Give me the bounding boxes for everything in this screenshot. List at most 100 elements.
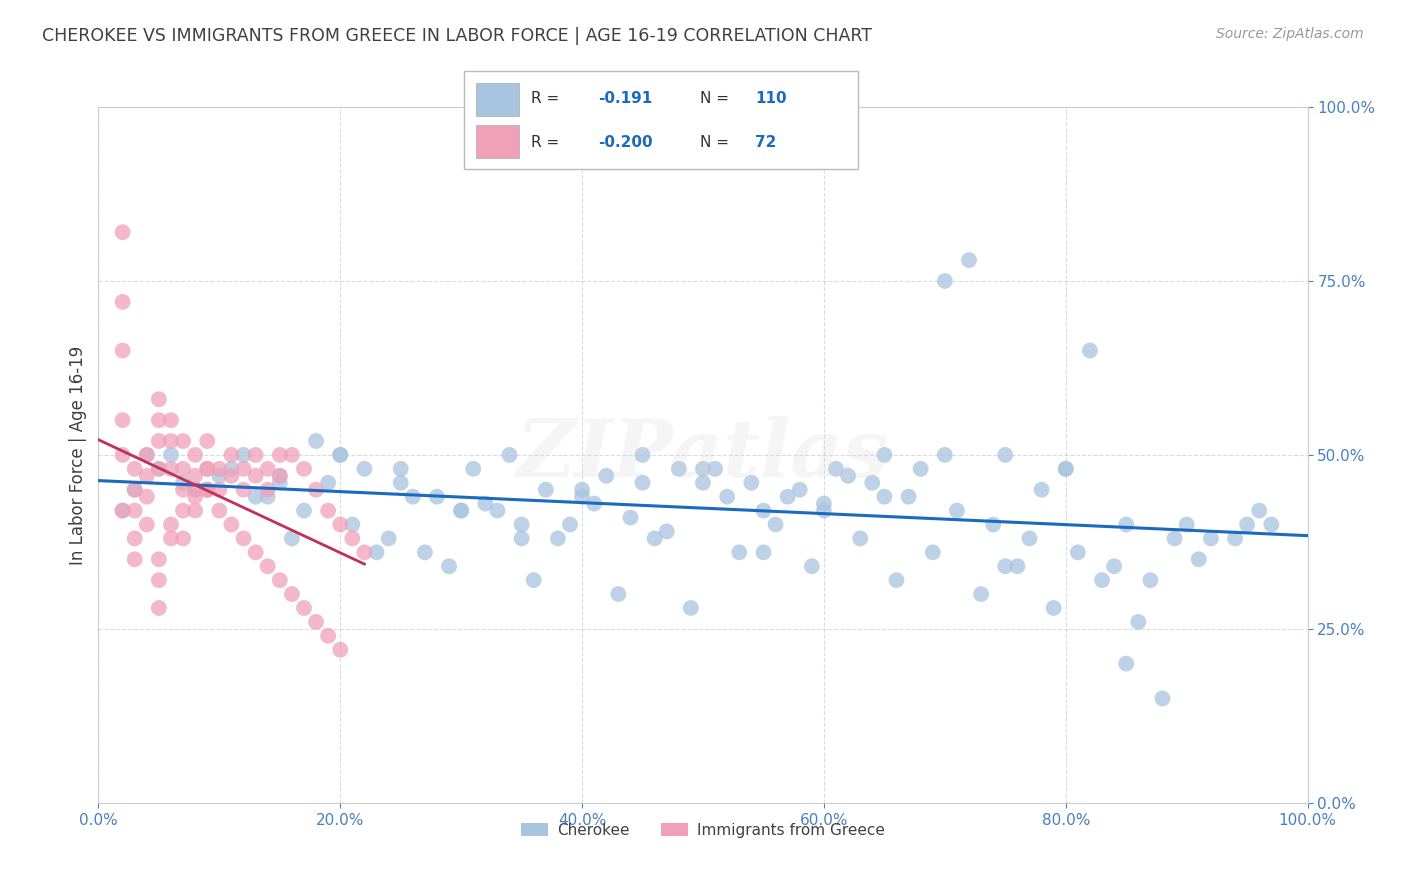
Point	[752, 503, 775, 517]
Point	[692, 475, 714, 490]
Point	[195, 483, 218, 497]
Point	[208, 462, 231, 476]
Point	[135, 517, 157, 532]
Point	[1031, 483, 1053, 497]
Text: N =: N =	[700, 91, 730, 106]
Point	[1018, 532, 1040, 546]
Point	[124, 503, 146, 517]
Point	[256, 462, 278, 476]
Point	[172, 503, 194, 517]
Point	[148, 552, 170, 566]
Point	[135, 448, 157, 462]
Text: R =: R =	[531, 91, 560, 106]
Point	[148, 462, 170, 476]
Point	[716, 490, 738, 504]
Point	[195, 462, 218, 476]
Point	[534, 483, 557, 497]
Point	[184, 483, 207, 497]
Point	[1091, 573, 1114, 587]
Point	[934, 274, 956, 288]
Point	[135, 468, 157, 483]
Point	[221, 468, 243, 483]
Point	[111, 503, 134, 517]
Text: ZIPatlas: ZIPatlas	[517, 417, 889, 493]
FancyBboxPatch shape	[464, 71, 858, 169]
Point	[1188, 552, 1211, 566]
Point	[873, 490, 896, 504]
Point	[860, 475, 883, 490]
Point	[571, 490, 593, 504]
Point	[342, 532, 364, 546]
Point	[160, 462, 183, 476]
Point	[111, 225, 134, 239]
Point	[765, 517, 787, 532]
Point	[135, 490, 157, 504]
Text: -0.191: -0.191	[598, 91, 652, 106]
Point	[789, 483, 811, 497]
Point	[957, 253, 980, 268]
Point	[981, 517, 1004, 532]
Text: Source: ZipAtlas.com: Source: ZipAtlas.com	[1216, 27, 1364, 41]
Point	[1249, 503, 1271, 517]
Point	[897, 490, 920, 504]
Text: -0.200: -0.200	[598, 135, 652, 150]
Point	[389, 475, 412, 490]
Point	[679, 601, 702, 615]
Point	[607, 587, 630, 601]
Point	[148, 392, 170, 407]
Point	[523, 573, 546, 587]
Point	[849, 532, 872, 546]
Point	[316, 475, 339, 490]
Point	[402, 490, 425, 504]
Point	[886, 573, 908, 587]
Point	[292, 601, 315, 615]
Point	[437, 559, 460, 574]
Point	[486, 503, 509, 517]
Point	[1223, 532, 1246, 546]
Point	[124, 552, 146, 566]
Point	[994, 448, 1017, 462]
Point	[172, 434, 194, 448]
Point	[1067, 545, 1090, 559]
Point	[281, 587, 304, 601]
Point	[160, 448, 183, 462]
Point	[160, 532, 183, 546]
Point	[910, 462, 932, 476]
Point	[292, 462, 315, 476]
Point	[946, 503, 969, 517]
Point	[305, 615, 328, 629]
Point	[342, 517, 364, 532]
Point	[583, 497, 606, 511]
Point	[111, 343, 134, 358]
Point	[631, 448, 654, 462]
Point	[1115, 517, 1137, 532]
Point	[813, 497, 835, 511]
Legend: Cherokee, Immigrants from Greece: Cherokee, Immigrants from Greece	[515, 816, 891, 844]
Point	[208, 503, 231, 517]
Point	[463, 462, 485, 476]
Point	[619, 510, 641, 524]
Point	[172, 483, 194, 497]
Point	[668, 462, 690, 476]
Point	[1007, 559, 1029, 574]
Point	[245, 490, 267, 504]
Point	[728, 545, 751, 559]
Point	[413, 545, 436, 559]
Point	[704, 462, 727, 476]
Point	[873, 448, 896, 462]
Point	[547, 532, 569, 546]
Point	[921, 545, 943, 559]
Point	[316, 629, 339, 643]
Text: 110: 110	[755, 91, 787, 106]
FancyBboxPatch shape	[475, 125, 519, 158]
Point	[172, 532, 194, 546]
Point	[232, 462, 254, 476]
Point	[111, 503, 134, 517]
Point	[124, 462, 146, 476]
Point	[498, 448, 520, 462]
Point	[655, 524, 678, 539]
Point	[269, 573, 291, 587]
Point	[353, 545, 375, 559]
Point	[1115, 657, 1137, 671]
Point	[184, 483, 207, 497]
